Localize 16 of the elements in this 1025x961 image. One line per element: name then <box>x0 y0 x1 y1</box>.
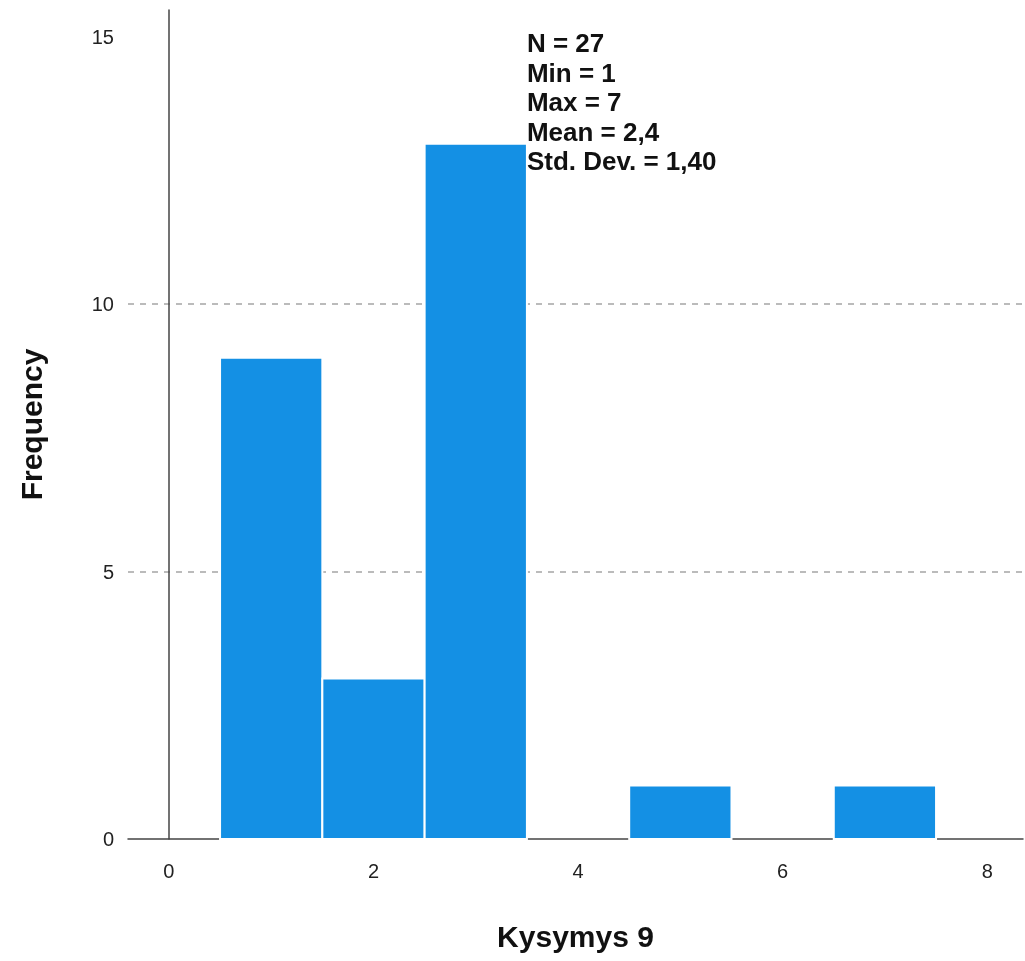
annotation: Min = 1 <box>526 57 616 88</box>
x-tick-label: 8 <box>981 860 993 882</box>
y-tick-label: 10 <box>91 293 114 316</box>
annotation: Mean = 2,4 <box>526 116 660 147</box>
y-tick-label: 5 <box>102 560 114 583</box>
x-tick-label: 2 <box>367 860 380 882</box>
x-axis-title: Kysymys 9 <box>497 919 654 953</box>
x-tick-label: 4 <box>572 860 584 882</box>
annotation: Max = 7 <box>526 87 622 117</box>
y-axis-title: Frequency <box>14 348 48 501</box>
annotation: Std. Dev. = 1,40 <box>526 146 717 176</box>
y-tick-label: 15 <box>91 25 114 48</box>
x-tick-label: 6 <box>777 860 789 882</box>
annotation: N = 27 <box>526 28 605 58</box>
x-tick-label: 0 <box>163 860 175 882</box>
y-tick-label: 0 <box>102 828 114 850</box>
